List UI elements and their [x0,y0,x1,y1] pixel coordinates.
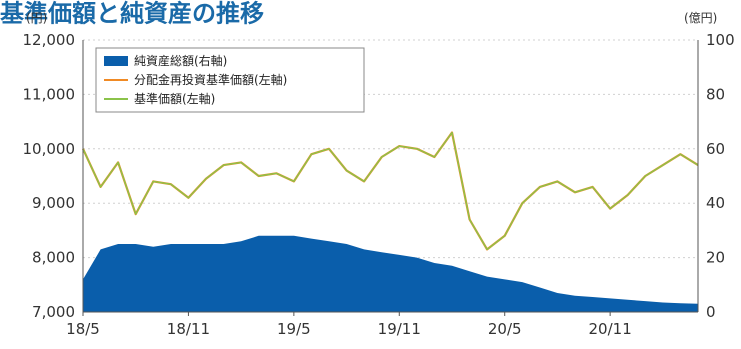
right-tick-label: 0 [706,303,716,321]
left-tick-label: 7,000 [32,303,75,321]
left-tick-label: 11,000 [23,85,76,103]
right-axis-unit: (億円) [684,11,717,25]
right-tick-label: 100 [706,31,735,49]
x-tick-label: 20/5 [488,320,522,338]
x-tick-label: 20/11 [589,320,632,338]
right-tick-label: 40 [706,194,725,212]
legend-label: 基準価額(左軸) [134,91,215,106]
right-tick-label: 80 [706,85,725,103]
legend: 純資産総額(右軸) 分配金再投資基準価額(左軸) 基準価額(左軸) [95,47,365,113]
left-axis-unit: (円) [26,11,47,25]
left-tick-label: 10,000 [23,140,76,158]
reinvested-nav-line [82,131,699,251]
x-tick-label: 19/11 [378,320,421,338]
axes: 7,000 8,000 9,000 10,000 11,000 12,000 0 20 40 60… [23,31,735,338]
net-assets-area [83,235,698,312]
x-tick-label: 19/5 [277,320,311,338]
x-tick-label: 18/11 [167,320,210,338]
right-tick-label: 60 [706,140,725,158]
nav-line [82,131,699,251]
x-tick-label: 18/5 [66,320,100,338]
legend-label: 純資産総額(右軸) [134,53,227,68]
legend-label: 分配金再投資基準価額(左軸) [134,72,287,87]
legend-box [95,47,365,113]
left-tick-label: 8,000 [32,249,75,267]
left-tick-label: 9,000 [32,194,75,212]
right-tick-label: 20 [706,249,725,267]
plot-area [82,39,699,313]
legend-swatch [104,56,128,66]
left-tick-label: 12,000 [23,31,76,49]
chart-title: 基準価額と純資産の推移 [0,0,264,28]
